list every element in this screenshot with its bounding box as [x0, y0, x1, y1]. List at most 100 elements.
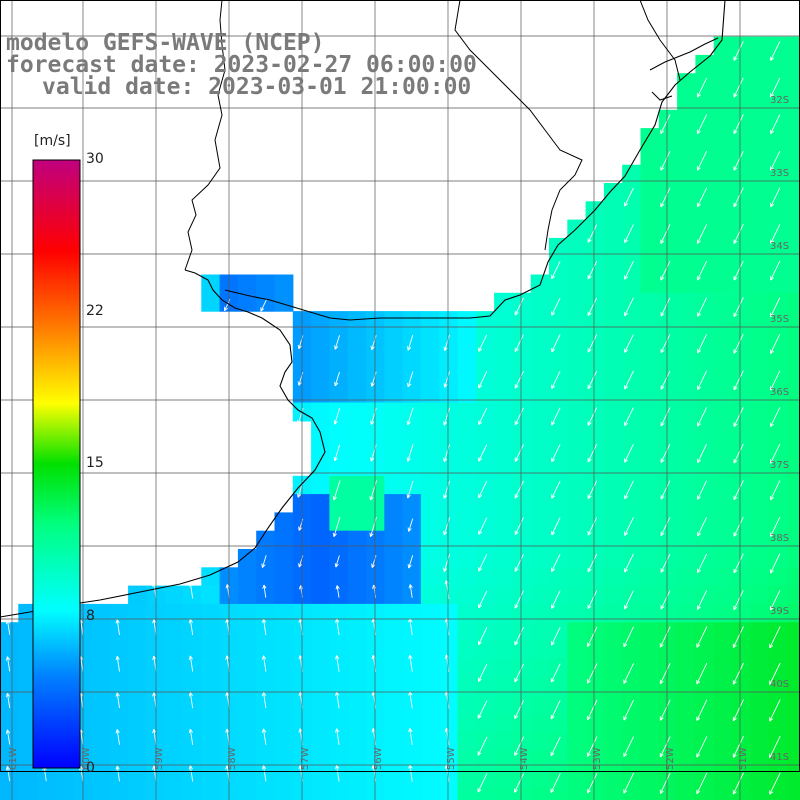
wind-arrow-head [551, 384, 556, 389]
wind-cell [237, 768, 257, 788]
wind-cell [329, 750, 349, 770]
wind-cell [347, 530, 367, 550]
wind-cell [530, 677, 550, 696]
wind-cell [603, 494, 623, 513]
wind-cell [713, 201, 733, 221]
wind-arrow-head [624, 605, 628, 610]
wind-cell [640, 530, 660, 550]
wind-arrow [477, 700, 488, 719]
wind-cell [567, 274, 587, 294]
wind-cell [585, 640, 605, 660]
wind-arrow-head [624, 238, 629, 244]
wind-cell [750, 713, 770, 733]
wind-cell [713, 549, 733, 568]
wind-arrow-head [514, 311, 519, 316]
wind-cell [347, 475, 367, 495]
wind-arrow-head [732, 716, 737, 722]
wind-cell [732, 237, 751, 257]
wind-cell [677, 256, 696, 276]
wind-cell [585, 677, 605, 696]
wind-cell [786, 183, 800, 202]
wind-arrow-head [188, 728, 193, 734]
wind-cell [274, 750, 294, 770]
wind-arrow-head [733, 349, 738, 354]
wind-arrow [514, 444, 524, 462]
wind-cell [494, 439, 513, 459]
wind-cell [237, 274, 257, 294]
wind-cell [750, 768, 770, 788]
wind-cell [677, 640, 696, 660]
wind-cell [311, 549, 330, 568]
wind-cell [311, 366, 330, 385]
wind-cell [91, 786, 111, 800]
wind-cell [384, 567, 404, 587]
wind-cell [494, 549, 513, 568]
wind-cell [457, 457, 477, 477]
wind-cell [420, 695, 440, 715]
wind-cell [237, 786, 257, 800]
wind-cell [311, 439, 330, 459]
wind-cell [640, 146, 660, 166]
wind-arrow [624, 187, 634, 207]
wind-arrow-head [770, 532, 774, 537]
wind-cell [549, 530, 568, 550]
wind-cell [640, 786, 660, 800]
wind-cell [0, 640, 19, 660]
wind-cell [128, 658, 147, 678]
wind-cell [567, 366, 587, 385]
wind-arrow-head [696, 680, 701, 685]
wind-arrow [80, 692, 84, 709]
wind-arrow [478, 590, 488, 609]
wind-arrow [116, 729, 120, 745]
wind-arrow-head [408, 654, 413, 660]
wind-cell [695, 420, 715, 440]
wind-arrow [407, 334, 414, 351]
wind-cell [457, 658, 477, 678]
wind-cell [274, 768, 294, 788]
wind-arrow [624, 261, 634, 280]
wind-arrow [550, 627, 561, 646]
wind-cell [786, 713, 800, 733]
wind-cell [713, 567, 733, 587]
wind-cell [677, 549, 696, 568]
wind-cell [603, 384, 623, 404]
wind-cell [603, 750, 623, 770]
wind-cell [658, 128, 678, 147]
wind-arrow [624, 480, 634, 500]
lagoon-line [649, 37, 719, 101]
wind-cell [640, 622, 660, 642]
wind-arrow-head [550, 678, 555, 683]
wind-cell [530, 640, 550, 660]
wind-cell [91, 603, 111, 623]
wind-cell [274, 658, 294, 678]
wind-cell [695, 164, 715, 184]
wind-cell [640, 567, 660, 587]
wind-arrow [769, 772, 781, 795]
wind-cell [311, 347, 330, 367]
wind-arrow [624, 444, 634, 463]
wind-arrow [660, 297, 671, 317]
wind-cell [530, 384, 550, 404]
wind-cell [457, 347, 477, 367]
wind-cell [677, 732, 696, 751]
wind-cell [768, 677, 788, 696]
wind-cell [201, 732, 221, 751]
wind-arrow [261, 555, 267, 568]
wind-cell [91, 622, 111, 642]
wind-cell [713, 54, 733, 74]
wind-cell [677, 237, 696, 257]
wind-cell [640, 439, 660, 459]
wind-cell [530, 567, 550, 587]
wind-cell [786, 146, 800, 166]
wind-cell [530, 475, 550, 495]
wind-cell [622, 201, 642, 221]
wind-cell [512, 347, 532, 367]
wind-cell [347, 384, 367, 404]
wind-cell [512, 713, 532, 733]
wind-cell [786, 54, 800, 74]
wind-arrow [445, 580, 450, 600]
wind-arrow-head [659, 789, 664, 794]
wind-cell [549, 786, 568, 800]
wind-arrow [587, 407, 598, 426]
wind-cell [695, 91, 715, 111]
